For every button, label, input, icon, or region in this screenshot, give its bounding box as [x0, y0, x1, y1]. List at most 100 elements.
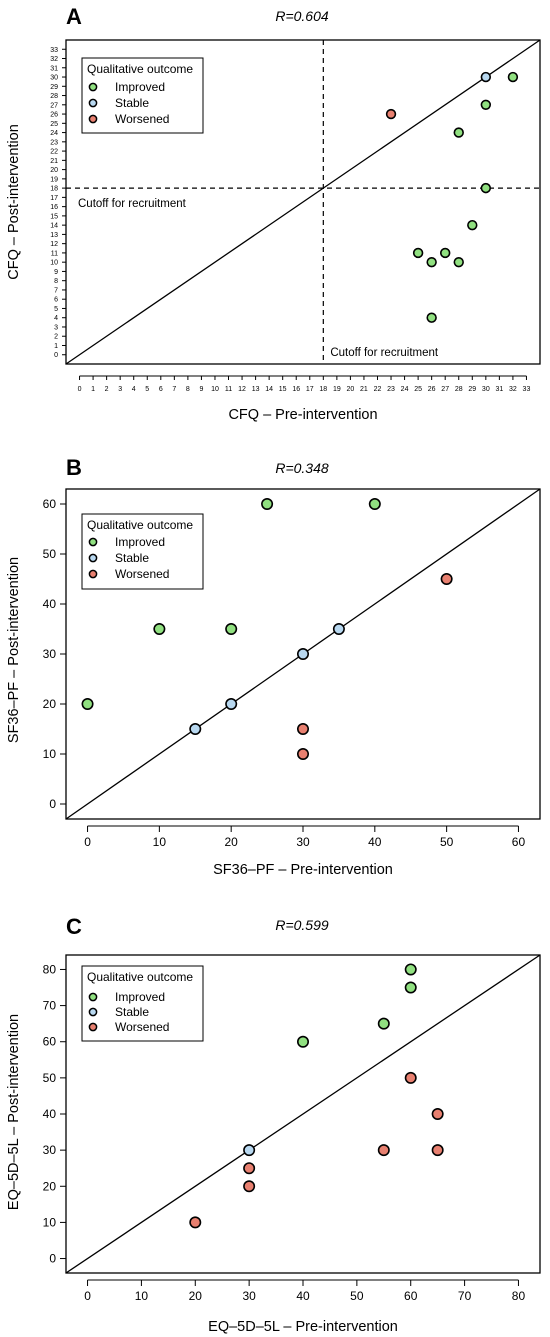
panel-a-x-tick-label: 12 — [238, 386, 246, 393]
panel-b-y-axis-label: SF36–PF – Post-intervention — [6, 557, 22, 743]
panel-b-y-tick-label: 10 — [43, 747, 57, 761]
panel-b-y-tick-label: 60 — [43, 497, 57, 511]
panel-c-point-improved — [404, 981, 417, 994]
panel-b-point-worsened — [296, 747, 309, 760]
panel-b-y-tick-label: 50 — [43, 547, 57, 561]
panel-b-point-stable — [225, 697, 238, 710]
panel-c-x-tick-label: 80 — [512, 1289, 526, 1303]
panel-a-y-tick-label: 15 — [50, 213, 58, 220]
panel-b-point-improved — [153, 622, 166, 635]
panel-letter-a: A — [66, 4, 82, 29]
panel-c-x-tick-label: 0 — [84, 1289, 91, 1303]
panel-a-x-tick-label: 22 — [374, 386, 382, 393]
panel-a-x-tick-label: 13 — [252, 386, 260, 393]
panel-a-y-tick-label: 13 — [50, 232, 58, 239]
panel-a-x-tick-label: 30 — [482, 386, 490, 393]
panel-a-y-tick-label: 22 — [50, 149, 58, 156]
panel-c-y-axis-label: EQ–5D–5L – Post-intervention — [6, 1014, 22, 1210]
panel-b-x-tick-label: 30 — [296, 835, 310, 849]
panel-c-point-worsened — [431, 1144, 444, 1157]
panel-a-y-tick-label: 12 — [50, 241, 58, 248]
panel-a-x-tick-label: 18 — [319, 386, 327, 393]
panel-b-x-tick-label: 10 — [153, 835, 167, 849]
panel-a-x-tick-label: 33 — [523, 386, 531, 393]
panel-a-cutoff-horizontal-label: Cutoff for recruitment — [78, 198, 187, 210]
panel-a-plot-frame — [65, 39, 541, 365]
panel-c-point-improved — [296, 1035, 309, 1048]
panel-a-y-tick-label: 26 — [50, 112, 58, 119]
panel-b-x-tick-label: 20 — [225, 835, 239, 849]
panel-a-y-tick-label: 8 — [54, 278, 58, 285]
panel-a-x-tick-label: 5 — [145, 386, 149, 393]
panel-a-y-tick-label: 7 — [54, 287, 58, 294]
legend-worsened-marker — [88, 114, 98, 124]
panel-a-y-tick-label: 21 — [50, 158, 58, 165]
panel-a-point-improved — [440, 247, 451, 259]
panel-a-y-tick-label: 6 — [54, 297, 58, 304]
panel-a-y-tick-label: 24 — [50, 130, 58, 137]
panel-c-y-tick-label: 0 — [49, 1252, 56, 1266]
panel-a-x-axis-label: CFQ – Pre-intervention — [228, 407, 377, 423]
panel-b-x-tick-label: 60 — [512, 835, 526, 849]
panel-a-x-tick-label: 16 — [292, 386, 300, 393]
panel-a-point-improved — [453, 256, 464, 268]
panel-c-x-tick-label: 10 — [135, 1289, 149, 1303]
panel-a-x-tick-label: 17 — [306, 386, 314, 393]
panel-a-y-tick-label: 1 — [54, 343, 58, 350]
panel-b-y-tick-label: 0 — [49, 797, 56, 811]
panel-a-y-tick-label: 17 — [50, 195, 58, 202]
panel-b-marks: 0 10 20 30 40 50 60 0 10 20 30 40 50 60 — [43, 488, 541, 849]
panel-a-y-tick-label: 16 — [50, 204, 58, 211]
panel-a-x-tick-label: 14 — [265, 386, 273, 393]
legend-stable-label: Stable — [115, 96, 149, 110]
panel-a-y-tick-label: 3 — [54, 324, 58, 331]
panel-c-x-axis-label: EQ–5D–5L – Pre-intervention — [208, 1319, 398, 1335]
panel-b-x-tick-label: 50 — [440, 835, 454, 849]
panel-a-x-tick-label: 10 — [211, 386, 219, 393]
panel-c-point-worsened — [189, 1216, 202, 1229]
panel-c-identity-line — [65, 954, 541, 1274]
panel-b-point-worsened — [440, 572, 453, 585]
panel-a-point-improved — [453, 127, 464, 138]
panel-a-y-tick-label: 23 — [50, 139, 58, 146]
panel-b-point-improved — [368, 497, 381, 510]
panel-a-cutoff-vertical-label: Cutoff for recruitment — [330, 347, 439, 359]
panel-a-x-tick-label: 24 — [401, 386, 409, 393]
panel-b-r-value: R=0.348 — [275, 460, 329, 476]
legend-improved-label: Improved — [115, 80, 165, 94]
panel-a-identity-line — [65, 39, 541, 365]
panel-a-r-value: R=0.604 — [275, 8, 329, 24]
legend-title: Qualitative outcome — [87, 970, 193, 984]
panel-a-y-tick-label: 18 — [50, 186, 58, 193]
legend-stable-marker — [88, 1007, 98, 1017]
legend-stable-marker — [88, 553, 98, 563]
panel-a-point-worsened — [385, 108, 397, 120]
panel-c-point-worsened — [243, 1180, 256, 1193]
panel-b-legend-box — [81, 513, 204, 590]
panel-a-x-tick-label: 31 — [495, 386, 503, 393]
panel-b-x-tick-label: 40 — [368, 835, 382, 849]
panel-c-point-improved — [404, 963, 417, 976]
panel-b-point-improved — [81, 697, 94, 710]
legend-title: Qualitative outcome — [87, 518, 193, 532]
panel-c-point-improved — [377, 1017, 390, 1030]
panel-c-y-tick-label: 30 — [43, 1143, 57, 1157]
panel-a-point-improved — [507, 71, 519, 83]
panel-a-y-tick-label: 19 — [50, 176, 58, 183]
panel-a-y-axis-label: CFQ – Post-intervention — [6, 124, 22, 280]
panel-a-point-improved — [480, 182, 492, 194]
panel-c-point-stable — [243, 1144, 256, 1157]
panel-c-point-worsened — [431, 1108, 444, 1121]
panel-c-marks: 0 10 20 30 40 50 60 70 80 0 10 20 30 40 50 60 70 80 — [43, 954, 541, 1303]
panel-c-y-tick-label: 20 — [43, 1179, 57, 1193]
legend-stable-label: Stable — [115, 1005, 149, 1019]
legend-worsened-marker — [88, 1022, 98, 1032]
legend-worsened-marker — [88, 569, 98, 579]
panel-a-x-tick-label: 7 — [172, 386, 176, 393]
panel-a-y-tick-label: 14 — [50, 223, 58, 230]
legend-worsened-label: Worsened — [115, 1020, 169, 1034]
legend-improved-marker — [88, 992, 98, 1002]
panel-c-y-tick-label: 70 — [43, 999, 57, 1013]
panel-a-y-tick-label: 27 — [50, 102, 58, 109]
panel-a-x-tick-label: 19 — [333, 386, 341, 393]
